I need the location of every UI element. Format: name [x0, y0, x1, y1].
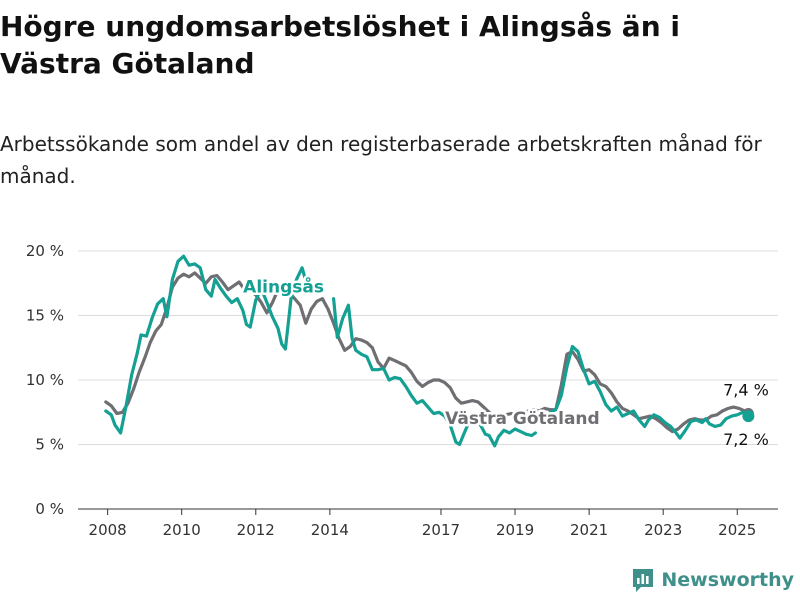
- y-tick-label: 0 %: [35, 500, 64, 518]
- chart-subtitle: Arbetssökande som andel av den registerb…: [0, 132, 762, 188]
- x-tick-label: 2019: [496, 521, 534, 539]
- vastra-gotaland-series-label: Västra Götaland: [445, 409, 600, 429]
- brand-name: Newsworthy: [661, 569, 794, 591]
- alingsas-line: [104, 254, 310, 435]
- x-tick-label: 2025: [718, 521, 756, 539]
- x-axis: 2008 2010 2012 2014 2017 2019 2021 2023 2025: [78, 508, 778, 539]
- alingsas-line: [548, 344, 750, 440]
- gridlines: [78, 250, 778, 445]
- alingsas-end-label: 7,2 %: [723, 430, 769, 449]
- vastra-gotaland-line: [104, 271, 750, 434]
- x-tick-label: 2017: [422, 521, 460, 539]
- chart-title: Högre ungdomsarbetslöshet i Alingsås än …: [0, 10, 680, 80]
- alingsas-line: [332, 297, 537, 448]
- x-tick-label: 2014: [311, 521, 349, 539]
- y-tick-label: 20 %: [26, 242, 64, 260]
- x-tick-label: 2021: [570, 521, 608, 539]
- x-tick-label: 2008: [89, 521, 127, 539]
- alingsas-series-label: Alingsås: [243, 275, 324, 297]
- x-tick-label: 2023: [644, 521, 682, 539]
- y-tick-label: 15 %: [26, 307, 64, 325]
- x-tick-label: 2012: [237, 521, 275, 539]
- newsworthy-brand: Newsworthy: [631, 566, 794, 594]
- series-labels: 7,4 % 7,2 % Alingsås Västra Götaland: [241, 273, 769, 449]
- y-tick-label: 5 %: [35, 436, 64, 454]
- bar-chart-logo-icon: [633, 569, 654, 592]
- x-tick-label: 2010: [163, 521, 201, 539]
- alingsas-end-point: [742, 410, 755, 423]
- data-series: [104, 254, 755, 448]
- y-axis-tick-labels: 0 % 5 % 10 % 15 % 20 %: [26, 242, 64, 518]
- vastra-gotaland-end-label: 7,4 %: [723, 381, 769, 400]
- y-tick-label: 10 %: [26, 371, 64, 389]
